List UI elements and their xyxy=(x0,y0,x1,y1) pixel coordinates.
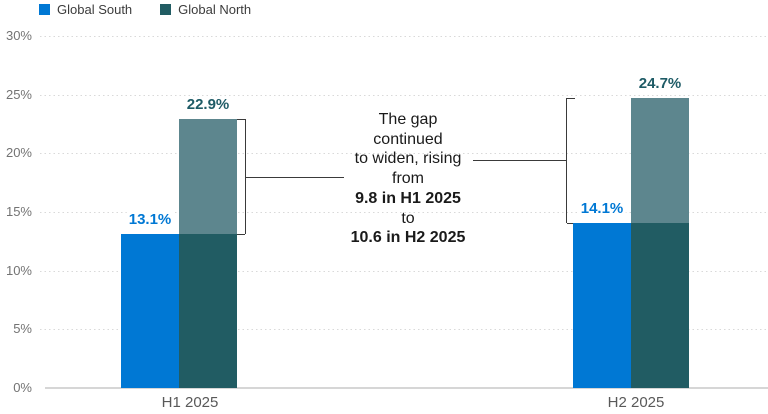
gap-annotation-line: continued xyxy=(373,130,443,148)
bar-global-south-h2-2025[interactable] xyxy=(573,222,631,388)
legend: Global South Global North xyxy=(39,1,251,17)
gap-bracket-h1-bottom-tick xyxy=(237,234,245,236)
gap-bracket-h2-vertical xyxy=(566,98,567,223)
gridline xyxy=(40,94,768,96)
gap-annotation-line: 9.8 in H1 2025 xyxy=(355,189,461,207)
y-axis-tick-label: 30% xyxy=(5,28,32,43)
gap-bracket-h1-top-tick xyxy=(237,119,245,121)
gridline xyxy=(40,153,768,155)
data-label-global-north-h2-2025: 24.7% xyxy=(636,75,684,93)
gridline xyxy=(40,212,768,213)
gap-annotation-line: to xyxy=(401,209,415,227)
y-axis-tick-label: 5% xyxy=(13,321,32,337)
y-axis-tick-label: 25% xyxy=(5,86,32,102)
x-axis-category-label-h1-2025: H1 2025 xyxy=(161,394,219,411)
gap-bracket-h2-top-tick xyxy=(567,98,575,100)
bar-global-north-h1-2025-base-segment[interactable] xyxy=(179,234,237,388)
legend-label-global-north: Global North xyxy=(178,1,252,17)
legend-swatch-global-north-icon xyxy=(160,3,172,15)
y-axis-tick-label: 0% xyxy=(13,380,32,395)
gridline xyxy=(40,270,768,272)
gap-annotation-line: from xyxy=(392,170,424,188)
gridline xyxy=(40,329,768,331)
y-axis-tick-label: 15% xyxy=(5,204,32,219)
data-label-global-south-h2-2025: 14.1% xyxy=(578,199,626,217)
legend-item-global-south[interactable]: Global South xyxy=(39,2,132,17)
legend-label-global-south: Global South xyxy=(57,1,133,17)
x-axis-line xyxy=(45,387,768,389)
data-label-global-south-h1-2025: 13.1% xyxy=(126,211,174,229)
bar-global-south-h1-2025[interactable] xyxy=(121,234,179,388)
gap-annotation-line: The gap xyxy=(378,111,438,128)
bar-global-north-h2-2025-base-segment[interactable] xyxy=(631,222,689,388)
gap-bracket-h1-vertical xyxy=(245,119,246,235)
gap-annotation-line: to widen, rising xyxy=(354,150,462,168)
bar-global-north-h2-2025-gap-segment[interactable] xyxy=(631,98,689,223)
y-axis-tick-label: 10% xyxy=(5,262,32,278)
gap-connector-h2 xyxy=(473,160,566,161)
gap-annotation-line: 10.6 in H2 2025 xyxy=(350,229,466,247)
gap-connector-h1 xyxy=(245,177,344,178)
legend-swatch-global-south-icon xyxy=(39,3,50,15)
data-label-global-north-h1-2025: 22.9% xyxy=(184,96,232,114)
legend-item-global-north[interactable]: Global North xyxy=(160,2,251,17)
gridline xyxy=(40,36,768,37)
gap-bracket-h2-bottom-tick xyxy=(567,222,575,224)
gap-annotation-text: The gap continued to widen, rising from 9.8 … xyxy=(308,110,508,248)
bar-global-north-h1-2025-gap-segment[interactable] xyxy=(179,119,237,235)
y-axis-tick-label: 20% xyxy=(5,145,32,161)
x-axis-category-label-h2-2025: H2 2025 xyxy=(607,394,665,411)
